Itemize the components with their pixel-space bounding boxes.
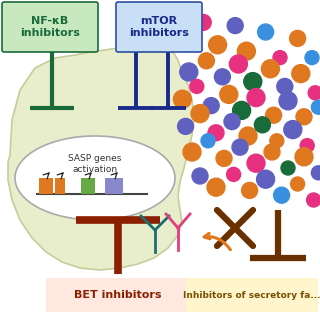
Circle shape	[307, 193, 320, 207]
Circle shape	[208, 125, 224, 141]
Circle shape	[305, 51, 319, 65]
Circle shape	[224, 114, 240, 130]
Circle shape	[258, 24, 274, 40]
Circle shape	[261, 60, 279, 78]
Circle shape	[295, 148, 313, 166]
Circle shape	[220, 85, 238, 103]
Circle shape	[227, 18, 243, 34]
Circle shape	[175, 29, 193, 47]
Circle shape	[232, 139, 248, 155]
Circle shape	[277, 78, 293, 94]
FancyBboxPatch shape	[186, 278, 318, 312]
Circle shape	[190, 79, 204, 93]
Circle shape	[296, 109, 312, 125]
Circle shape	[257, 170, 275, 188]
Circle shape	[273, 51, 287, 65]
Circle shape	[237, 42, 255, 60]
Circle shape	[292, 65, 310, 83]
Circle shape	[291, 177, 305, 191]
Circle shape	[254, 117, 270, 133]
Text: SASP genes
activation: SASP genes activation	[68, 154, 122, 174]
Circle shape	[311, 166, 320, 180]
Circle shape	[227, 167, 241, 181]
Circle shape	[198, 53, 214, 69]
FancyBboxPatch shape	[2, 2, 98, 52]
FancyBboxPatch shape	[116, 2, 202, 52]
Circle shape	[266, 107, 282, 123]
Circle shape	[192, 168, 208, 184]
Text: mTOR
inhibitors: mTOR inhibitors	[129, 16, 189, 38]
Circle shape	[290, 30, 306, 46]
Circle shape	[203, 98, 219, 114]
Circle shape	[239, 127, 257, 145]
Circle shape	[279, 92, 297, 110]
Circle shape	[308, 86, 320, 100]
Circle shape	[300, 139, 314, 153]
Circle shape	[247, 89, 265, 107]
Circle shape	[264, 144, 280, 160]
Circle shape	[173, 90, 191, 108]
FancyBboxPatch shape	[46, 278, 190, 312]
Circle shape	[242, 182, 258, 198]
Circle shape	[281, 161, 295, 175]
Circle shape	[216, 150, 232, 166]
Circle shape	[233, 101, 251, 119]
Bar	[55, 178, 65, 194]
Text: BET inhibitors: BET inhibitors	[74, 290, 162, 300]
Circle shape	[180, 63, 198, 81]
Bar	[81, 178, 95, 194]
Circle shape	[214, 69, 230, 85]
Circle shape	[201, 134, 215, 148]
Circle shape	[270, 134, 284, 148]
Circle shape	[195, 14, 211, 30]
Circle shape	[284, 121, 302, 139]
Circle shape	[274, 187, 290, 203]
Circle shape	[247, 154, 265, 172]
Circle shape	[183, 143, 201, 161]
Circle shape	[207, 178, 225, 196]
Circle shape	[311, 100, 320, 114]
Bar	[105, 178, 123, 194]
Bar	[39, 178, 53, 194]
Polygon shape	[8, 42, 194, 270]
Circle shape	[209, 36, 227, 54]
Circle shape	[191, 105, 209, 123]
Circle shape	[178, 118, 194, 134]
Circle shape	[229, 55, 247, 73]
Ellipse shape	[15, 136, 175, 220]
Circle shape	[244, 73, 262, 91]
Text: NF-κB
inhibitors: NF-κB inhibitors	[20, 16, 80, 38]
Text: Inhibitors of secretory fa...: Inhibitors of secretory fa...	[183, 291, 320, 300]
